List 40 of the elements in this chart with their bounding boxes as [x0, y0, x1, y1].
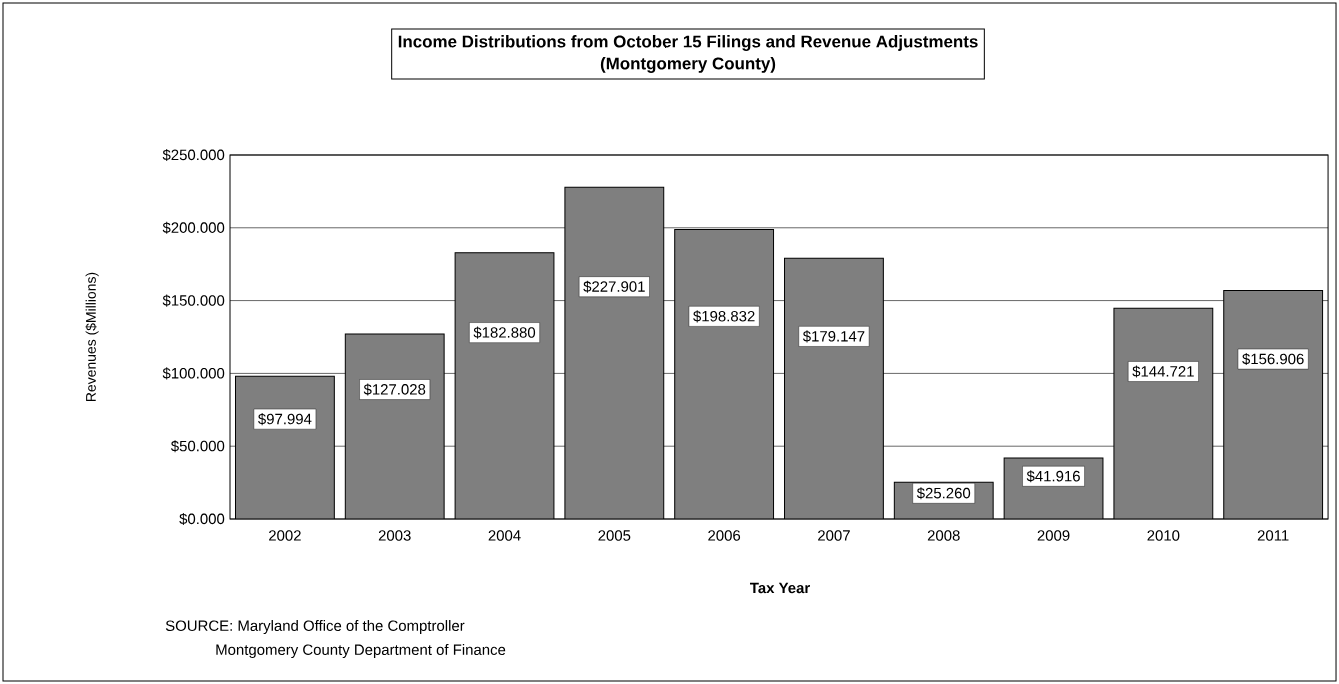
bar [235, 376, 335, 519]
bar [564, 187, 664, 519]
y-tick-label: $150.000 [162, 294, 225, 307]
data-label: $97.994 [258, 413, 312, 426]
data-label: $144.721 [1132, 365, 1194, 378]
x-tick-label: 2010 [1147, 530, 1180, 541]
x-tick-label: 2005 [598, 530, 631, 541]
x-axis-title: Tax Year [750, 582, 810, 594]
bar [455, 252, 554, 519]
text: Montgomery County Department of Finance [216, 644, 506, 658]
x-tick-label: 2008 [927, 530, 960, 541]
chart-title: Income Distributions from October 15 Filings and Revenue Adjustments [398, 35, 978, 51]
x-tick-label: 2006 [708, 530, 741, 541]
data-label: $156.906 [1242, 353, 1304, 366]
source-note: SOURCE: Maryland Office of the Comptroller [165, 620, 465, 634]
data-label: $182.880 [473, 326, 536, 339]
x-tick-label: 2004 [488, 530, 521, 541]
y-tick-label: $100.000 [162, 367, 225, 380]
data-label: $41.916 [1026, 470, 1080, 483]
data-label: $227.901 [583, 280, 645, 293]
data-label: $127.028 [363, 383, 426, 396]
y-axis-title: Revenues ($Millions) [85, 272, 99, 401]
x-tick-label: 2011 [1257, 530, 1289, 541]
bar [345, 334, 445, 519]
data-label: $25.260 [916, 487, 971, 500]
y-tick-label: $50.000 [170, 440, 225, 453]
data-label: $179.147 [802, 330, 865, 343]
bar [784, 258, 884, 519]
bar [1113, 308, 1213, 519]
bar [1223, 290, 1324, 519]
y-tick-label: $250.000 [162, 148, 225, 162]
x-tick-label: 2002 [269, 530, 301, 541]
x-tick-label: 2003 [378, 530, 411, 541]
chart-subtitle: (Montgomery County) [600, 57, 776, 73]
data-label: $198.832 [693, 310, 755, 323]
x-tick-label: 2009 [1037, 530, 1070, 541]
y-tick-label: $0.000 [179, 512, 225, 526]
x-tick-label: 2007 [818, 530, 850, 541]
y-tick-label: $200.000 [162, 221, 225, 234]
bar [674, 229, 774, 519]
